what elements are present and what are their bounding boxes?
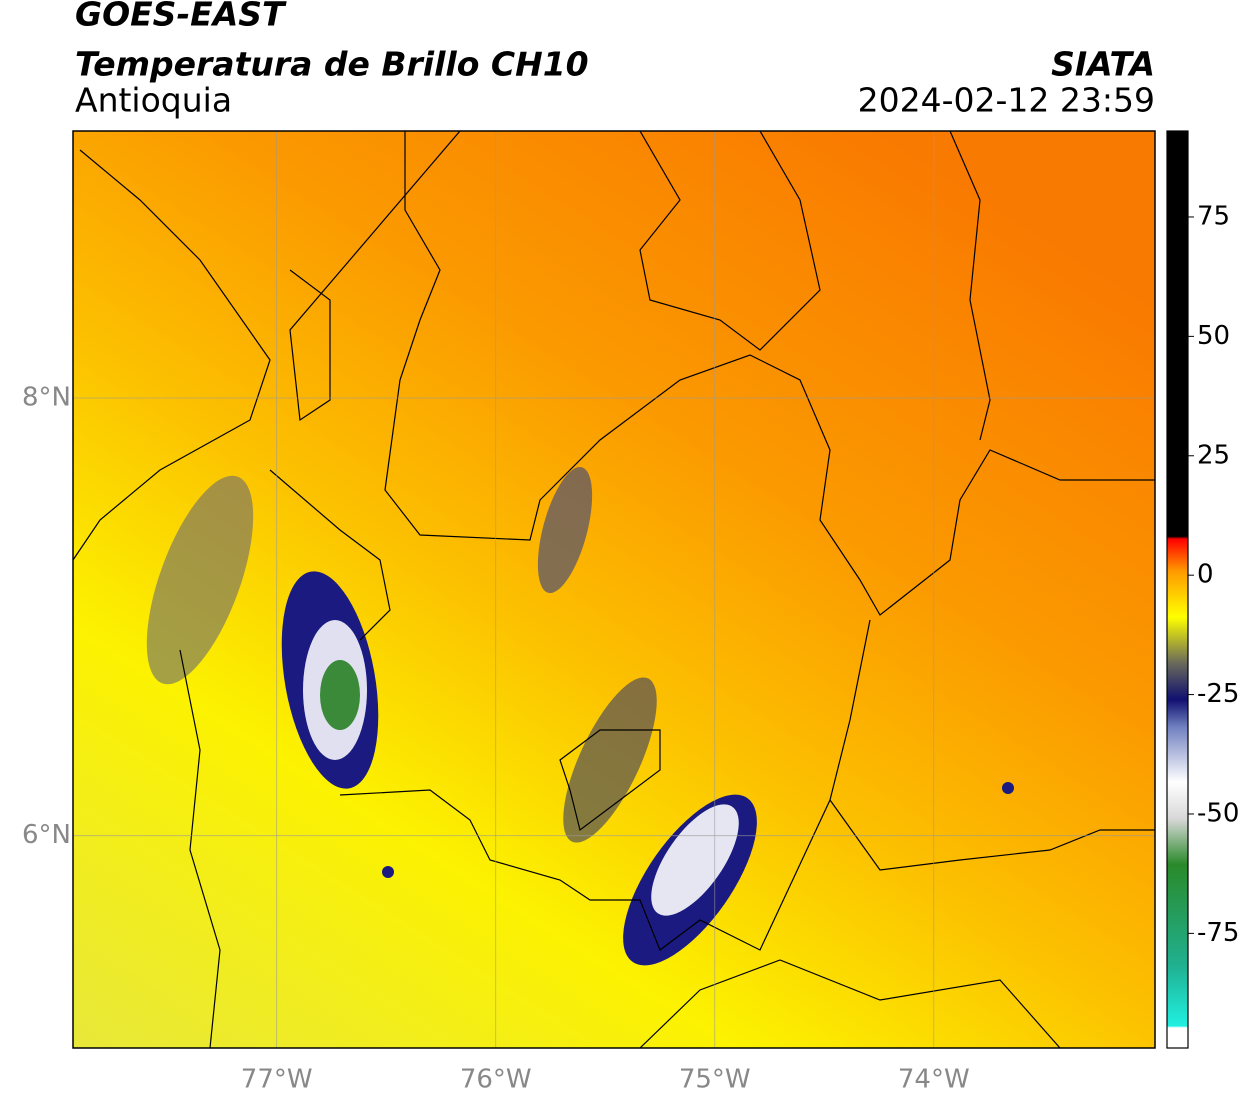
colorbar [1166,130,1189,1049]
colorbar-tick-label: 50 [1197,321,1230,351]
x-tick-label: 74°W [898,1065,970,1095]
subtitle: Temperatura de Brillo CH10 [75,45,589,84]
map-imagery [73,131,1155,1048]
colorbar-tick-label: 25 [1197,440,1230,470]
colorbar-tick-label: 0 [1197,560,1214,590]
x-tick-label: 77°W [241,1065,313,1095]
y-tick-label: 8°N [22,383,71,413]
title: GOES-EAST [75,0,287,34]
region: Antioquia [75,81,232,120]
x-tick-label: 76°W [460,1065,532,1095]
colorbar-tick-label: -50 [1197,798,1239,828]
graticule [73,131,1155,1048]
colorbar-tick-label: 75 [1197,201,1230,231]
y-tick-label: 6°N [22,820,71,850]
map-frame [72,130,1156,1049]
colorbar-tick-label: -75 [1197,918,1239,948]
x-tick-label: 75°W [679,1065,751,1095]
source: SIATA [1051,45,1155,84]
colorbar-tick-label: -25 [1197,679,1239,709]
timestamp: 2024-02-12 23:59 [858,81,1155,120]
